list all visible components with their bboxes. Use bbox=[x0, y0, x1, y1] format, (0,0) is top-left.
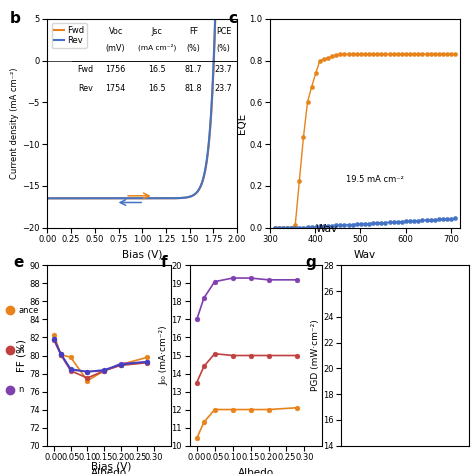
Text: 19.5 mA cm⁻²: 19.5 mA cm⁻² bbox=[346, 174, 404, 183]
Text: Fwd: Fwd bbox=[77, 65, 93, 74]
Fwd bbox=[135, 195, 140, 201]
X-axis label: Albedo: Albedo bbox=[238, 468, 274, 474]
Line: Rev: Rev bbox=[47, 0, 237, 198]
Fwd bbox=[157, 195, 163, 201]
Y-axis label: J₀₀ (mA·cm⁻²): J₀₀ (mA·cm⁻²) bbox=[160, 326, 169, 385]
Text: Wav: Wav bbox=[316, 224, 338, 234]
Legend: Fwd, Rev: Fwd, Rev bbox=[52, 23, 87, 48]
Rev bbox=[135, 195, 140, 201]
Text: (mA cm⁻²): (mA cm⁻²) bbox=[138, 44, 176, 52]
X-axis label: Wav: Wav bbox=[354, 250, 376, 260]
Text: 1756: 1756 bbox=[106, 65, 126, 74]
Rev bbox=[200, 177, 206, 183]
Fwd bbox=[147, 195, 153, 201]
Text: Bias (V): Bias (V) bbox=[91, 461, 132, 471]
Fwd bbox=[200, 178, 206, 183]
Text: FF: FF bbox=[189, 27, 198, 36]
Text: 16.5: 16.5 bbox=[148, 65, 166, 74]
Y-axis label: FF (%): FF (%) bbox=[16, 339, 26, 372]
Y-axis label: EQE: EQE bbox=[237, 113, 246, 134]
Y-axis label: Current density (mA cm⁻²): Current density (mA cm⁻²) bbox=[10, 67, 19, 179]
Text: n: n bbox=[18, 346, 24, 355]
Text: 16.5: 16.5 bbox=[148, 83, 166, 92]
Text: (%): (%) bbox=[186, 44, 201, 53]
Rev bbox=[136, 195, 141, 201]
Line: Fwd: Fwd bbox=[47, 0, 237, 198]
Text: Rev: Rev bbox=[78, 83, 93, 92]
Text: 1754: 1754 bbox=[106, 83, 126, 92]
Y-axis label: PGD (mW·cm⁻²): PGD (mW·cm⁻²) bbox=[311, 319, 320, 392]
Fwd bbox=[136, 195, 141, 201]
Text: n: n bbox=[18, 385, 24, 394]
Text: b: b bbox=[9, 10, 20, 26]
Rev bbox=[147, 195, 153, 201]
Text: g: g bbox=[305, 255, 316, 270]
Text: (%): (%) bbox=[217, 44, 231, 53]
Text: 23.7: 23.7 bbox=[215, 65, 233, 74]
Text: c: c bbox=[228, 10, 237, 26]
Text: Jsc: Jsc bbox=[152, 27, 163, 36]
X-axis label: Bias (V): Bias (V) bbox=[122, 250, 163, 260]
Text: 81.8: 81.8 bbox=[185, 83, 202, 92]
Text: Voc: Voc bbox=[109, 27, 123, 36]
Rev bbox=[45, 195, 50, 201]
Text: f: f bbox=[160, 255, 167, 270]
Text: 81.7: 81.7 bbox=[184, 65, 202, 74]
X-axis label: Albedo: Albedo bbox=[91, 468, 127, 474]
Text: e: e bbox=[13, 255, 23, 270]
Fwd bbox=[45, 195, 50, 201]
Text: ance: ance bbox=[18, 306, 38, 315]
Rev bbox=[157, 195, 163, 201]
Text: (mV): (mV) bbox=[106, 44, 126, 53]
Text: 23.7: 23.7 bbox=[215, 83, 233, 92]
Text: PCE: PCE bbox=[216, 27, 231, 36]
